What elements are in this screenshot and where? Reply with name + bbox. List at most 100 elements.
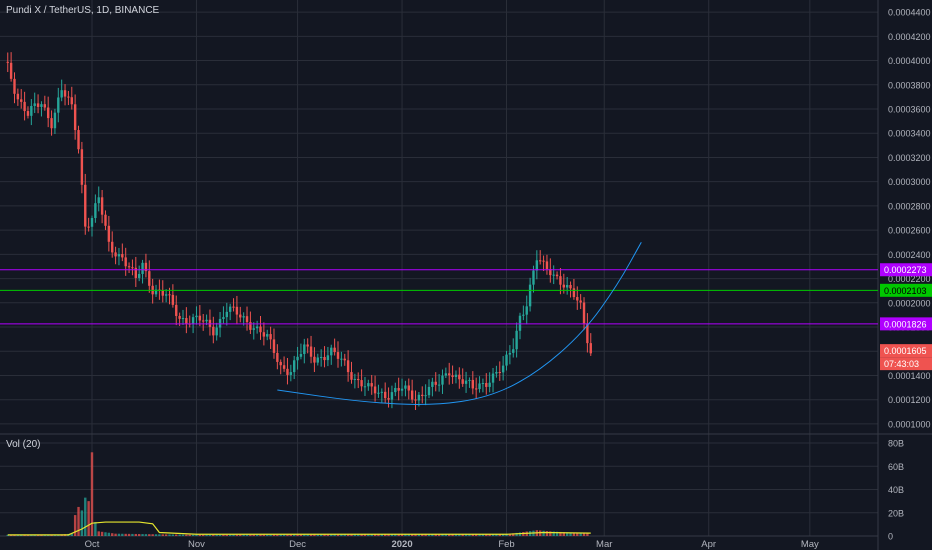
volume-bar xyxy=(383,534,387,536)
volume-bar xyxy=(579,533,582,536)
volume-bar xyxy=(100,531,104,536)
volume-bar xyxy=(387,534,390,536)
candle-body xyxy=(171,294,175,305)
volume-bar xyxy=(552,531,555,536)
volume-bar xyxy=(164,534,168,536)
candle-body xyxy=(228,306,232,312)
candle-body xyxy=(572,288,576,298)
candle-body xyxy=(404,385,407,389)
candle-body xyxy=(272,339,276,353)
volume-bar xyxy=(367,534,370,536)
candle-body xyxy=(168,294,171,296)
volume-bar xyxy=(269,534,272,536)
volume-bar xyxy=(161,534,164,536)
volume-bar xyxy=(245,534,249,536)
volume-bar xyxy=(491,534,495,536)
candle-body xyxy=(249,322,252,330)
candle-body xyxy=(383,391,387,399)
volume-bar xyxy=(80,510,84,536)
candle-body xyxy=(441,375,444,385)
volume-bar xyxy=(417,534,421,536)
volume-bar xyxy=(569,532,572,536)
volume-bar xyxy=(279,534,282,536)
price-tick-label: 0.0004000 xyxy=(888,56,931,66)
candle-body xyxy=(478,383,481,390)
candle-body xyxy=(40,104,43,107)
volume-bar xyxy=(565,532,569,536)
candle-body xyxy=(46,107,50,119)
volume-bar xyxy=(451,534,454,536)
candle-body xyxy=(202,320,205,322)
volume-bar xyxy=(239,534,242,536)
volume-bar xyxy=(404,534,407,536)
candle-body xyxy=(306,344,309,347)
volume-bar xyxy=(205,534,208,536)
candle-body xyxy=(414,399,417,401)
candle-body xyxy=(279,361,282,366)
candle-body xyxy=(252,328,255,330)
volume-bar xyxy=(394,534,397,536)
candle-body xyxy=(121,254,124,258)
volume-bar xyxy=(232,534,235,536)
volume-bar xyxy=(259,534,262,536)
candle-body xyxy=(303,344,306,355)
volume-bar xyxy=(326,534,330,536)
candle-body xyxy=(525,306,528,315)
candle-body xyxy=(131,267,134,269)
volume-bar xyxy=(501,534,505,536)
candle-body xyxy=(100,197,104,215)
candle-body xyxy=(164,294,168,296)
candle-body xyxy=(63,90,67,97)
candle-body xyxy=(545,261,549,270)
volume-bar xyxy=(242,534,245,536)
candle-body xyxy=(461,379,464,384)
candle-body xyxy=(90,218,94,227)
candle-body xyxy=(522,314,525,316)
volume-bar xyxy=(134,533,138,536)
volume-bar xyxy=(148,534,151,536)
candle-body xyxy=(222,317,225,319)
candle-body xyxy=(208,319,212,327)
price-tick-label: 0.0001200 xyxy=(888,395,931,405)
candle-body xyxy=(111,241,114,253)
volume-bar xyxy=(188,534,191,536)
candle-body xyxy=(191,317,195,325)
candle-body xyxy=(346,360,350,373)
candle-body xyxy=(424,395,427,397)
candle-body xyxy=(299,354,303,357)
candle-body xyxy=(333,347,336,353)
candle-body xyxy=(212,326,215,336)
volume-bar xyxy=(410,534,414,536)
candle-body xyxy=(50,118,53,129)
candle-body xyxy=(20,99,23,102)
volume-tick-label: 40B xyxy=(888,485,904,495)
candle-body xyxy=(181,318,185,320)
candle-body xyxy=(505,354,508,366)
volume-bar xyxy=(545,531,549,536)
volume-bar xyxy=(168,534,171,536)
candle-body xyxy=(410,390,414,400)
candle-body xyxy=(60,90,63,98)
candle-body xyxy=(336,352,340,359)
candle-body xyxy=(350,372,353,380)
candle-body xyxy=(373,386,377,394)
tag-green-bg xyxy=(880,283,932,297)
tag-purple-lower-bg xyxy=(880,317,932,331)
volume-bar xyxy=(225,534,228,536)
volume-bar xyxy=(350,534,353,536)
time-tick-label: May xyxy=(801,539,819,550)
candle-body xyxy=(16,93,20,100)
volume-bar xyxy=(380,534,384,536)
volume-bar xyxy=(181,534,185,536)
volume-bar xyxy=(77,506,80,536)
volume-bar xyxy=(249,534,252,536)
volume-bar xyxy=(586,533,589,536)
candle-body xyxy=(363,386,367,388)
candle-body xyxy=(501,365,505,373)
candle-body xyxy=(555,274,559,277)
volume-bar xyxy=(202,534,205,536)
candle-body xyxy=(127,266,131,268)
tag-countdown-bg xyxy=(880,357,932,371)
